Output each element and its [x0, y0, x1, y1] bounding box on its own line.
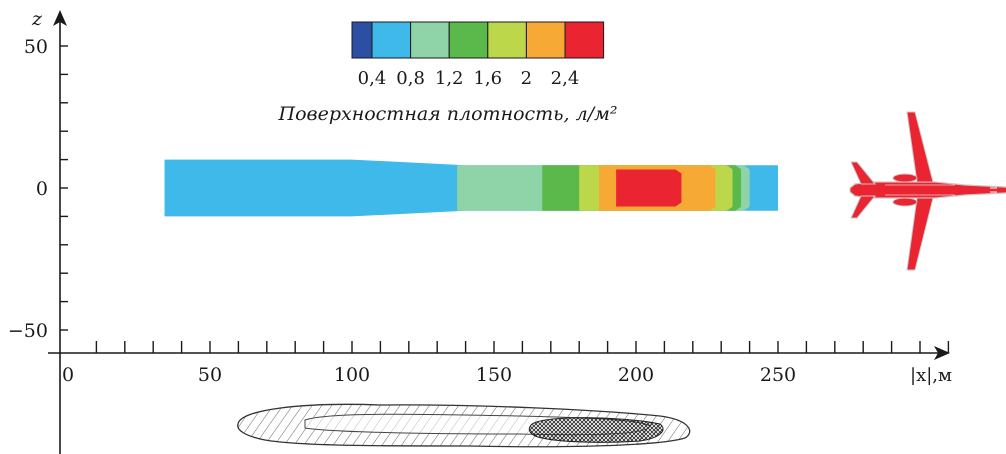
colorbar-label: Поверхностная плотность, л/м²	[278, 103, 618, 125]
z-ticks	[60, 45, 68, 331]
colorbar-tick-label: 2	[521, 68, 532, 89]
colorbar-cell	[371, 21, 412, 59]
colorbar-cell	[564, 21, 605, 59]
x-axis-arrow	[934, 346, 950, 360]
hand-drawn-deposit-sketch	[237, 403, 691, 448]
colorbar-tick-label: 2,4	[551, 68, 580, 89]
x-ticks	[95, 341, 950, 353]
z-tick-label: −50	[8, 320, 48, 342]
colorbar-cell	[448, 21, 489, 59]
colorbar-cells	[351, 21, 605, 59]
z-tick-label: 50	[24, 36, 48, 58]
deposit-zones	[164, 159, 778, 217]
colorbar-cell	[351, 21, 373, 59]
z-axis-arrow	[53, 10, 67, 26]
colorbar-cell	[410, 21, 450, 59]
axes: 0 50 100 150 200 250 50 0 −50 z |x|,м	[8, 8, 952, 454]
x-tick-label: 250	[760, 364, 796, 386]
colorbar-tick-labels: 0,4 0,8 1,2 1,6 2 2,4	[358, 68, 580, 89]
colorbar: 0,4 0,8 1,2 1,6 2 2,4 Поверхностная плотность…	[278, 21, 618, 125]
colorbar-tick-label: 0,4	[358, 68, 387, 89]
deposit-zone-2-6	[616, 169, 682, 207]
x-tick-labels: 0 50 100 150 200 250	[62, 364, 796, 386]
colorbar-cell	[525, 21, 566, 59]
colorbar-tick-label: 1,2	[435, 68, 464, 89]
x-axis-label: |x|,м	[910, 365, 952, 386]
x-tick-label: 150	[476, 364, 512, 386]
colorbar-tick-label: 0,8	[396, 68, 425, 89]
x-tick-label: 0	[62, 364, 74, 386]
z-axis-label: z	[31, 8, 43, 30]
aircraft-silhouette-icon	[849, 111, 1006, 271]
x-tick-label: 100	[334, 364, 370, 386]
colorbar-cell	[487, 21, 527, 59]
colorbar-tick-label: 1,6	[473, 68, 502, 89]
x-tick-label: 50	[198, 364, 222, 386]
z-tick-labels: 50 0 −50	[8, 36, 48, 342]
z-tick-label: 0	[36, 178, 48, 200]
x-tick-label: 200	[618, 364, 654, 386]
